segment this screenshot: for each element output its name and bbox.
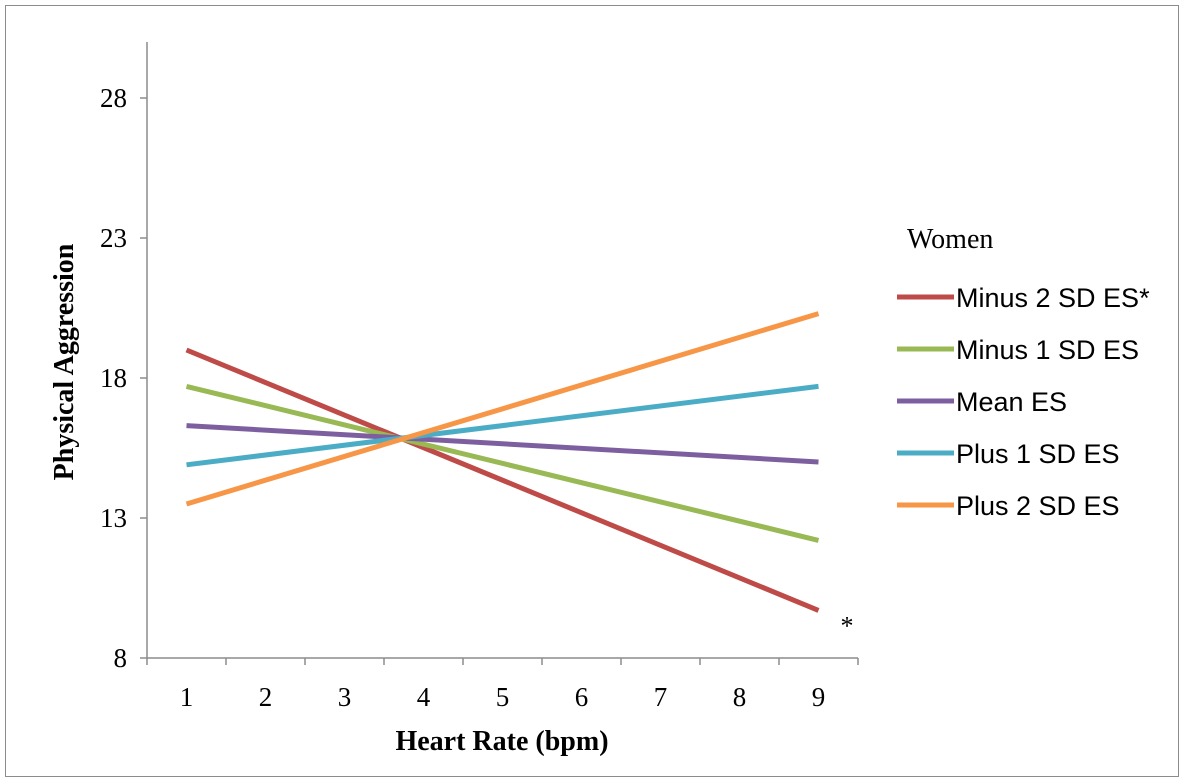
legend-label: Minus 1 SD ES <box>956 335 1139 365</box>
y-tick-label: 28 <box>100 83 127 113</box>
y-tick-label: 23 <box>100 223 127 253</box>
legend-label: Minus 2 SD ES* <box>956 283 1150 313</box>
x-tick-label: 5 <box>496 682 510 712</box>
legend-label: Mean ES <box>956 387 1067 417</box>
series-line-2 <box>185 383 820 543</box>
x-tick-label: 2 <box>259 682 273 712</box>
series-layer: * <box>185 311 854 640</box>
x-tick-label: 4 <box>417 682 431 712</box>
series-line-4 <box>186 383 819 468</box>
legend-title: Women <box>907 224 993 255</box>
y-axis-title: Physical Aggression <box>49 243 80 480</box>
x-tick-label: 3 <box>338 682 352 712</box>
x-tick-label: 8 <box>733 682 747 712</box>
legend-label: Plus 2 SD ES <box>956 491 1120 521</box>
y-tick-label: 8 <box>114 643 128 673</box>
x-tick-label: 7 <box>654 682 668 712</box>
series-line-5 <box>185 311 820 507</box>
y-tick-label: 13 <box>100 503 127 533</box>
y-tick-label: 18 <box>100 363 127 393</box>
x-tick-label: 9 <box>812 682 826 712</box>
series-line-1 <box>185 347 820 613</box>
annotation-asterisk: * <box>841 611 854 640</box>
series-line-3 <box>186 423 819 465</box>
x-axis-title: Heart Rate (bpm) <box>395 726 608 757</box>
x-tick-label: 6 <box>575 682 589 712</box>
legend-label: Plus 1 SD ES <box>956 439 1120 469</box>
x-tick-label: 1 <box>180 682 194 712</box>
legend: Minus 2 SD ES* Minus 1 SD ES Mean ES Plus 1… <box>897 283 1150 521</box>
